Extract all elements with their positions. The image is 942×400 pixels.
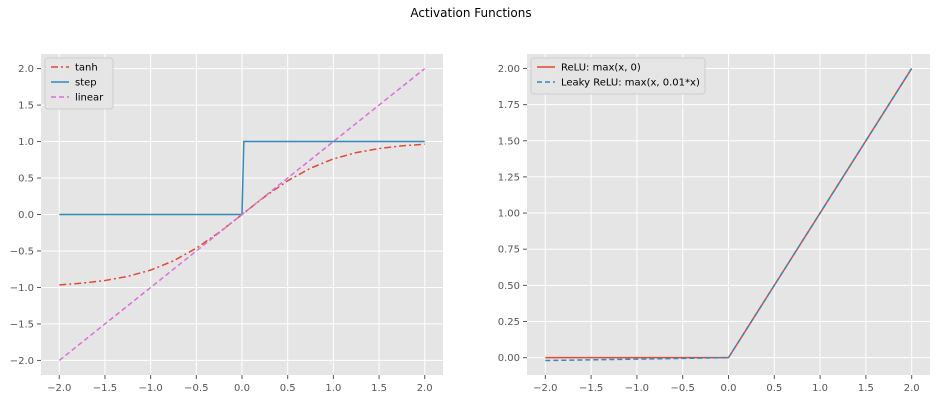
figure-title: Activation Functions [410, 6, 531, 20]
x-tick-label: −2.0 [533, 383, 557, 394]
y-tick-label: 1.00 [498, 209, 520, 220]
x-tick-label: 1.0 [812, 383, 828, 394]
y-tick-label: 0.00 [498, 353, 520, 364]
y-tick-label: 1.50 [498, 136, 520, 147]
y-tick-label: 0.75 [498, 245, 520, 256]
x-tick-label: 1.5 [371, 383, 387, 394]
x-tick-label: 1.5 [858, 383, 874, 394]
legend-label: Leaky ReLU: max(x, 0.01*x) [561, 78, 700, 89]
x-tick-label: 0.0 [721, 383, 737, 394]
y-tick-label: −1.0 [10, 283, 34, 294]
x-tick-label: 2.0 [417, 383, 433, 394]
legend-label: linear [75, 93, 104, 104]
y-tick-label: −2.0 [10, 356, 34, 367]
plot-left: −2.0 −1.5 −1.0 −0.5 0.0 0.5 1.0 1.5 2.0 −2.0 −1.5 −… [10, 54, 443, 394]
x-tick-label: 1.0 [325, 383, 341, 394]
y-tick-label: 0.25 [498, 317, 520, 328]
series-line-linear [58, 68, 426, 361]
series-line-leaky-relu-max-x-0-01-x [545, 68, 913, 362]
legend-label: tanh [75, 63, 98, 74]
y-tick-label: 1.25 [498, 172, 520, 183]
y-tick-label: −1.5 [10, 319, 34, 330]
y-tick-label: 1.75 [498, 100, 520, 111]
x-tick-label: 0.5 [766, 383, 782, 394]
plot-right: −2.0 −1.5 −1.0 −0.5 0.0 0.5 1.0 1.5 2.0 0.00 0.25 0… [498, 54, 930, 394]
y-tick-label: −0.5 [10, 246, 34, 257]
x-tick-label: −1.5 [579, 383, 603, 394]
x-tick-label: −0.5 [671, 383, 695, 394]
x-tick-label: −1.5 [93, 383, 117, 394]
series-line-step [59, 140, 425, 216]
x-tick-label: 0.0 [234, 383, 250, 394]
legend-box [530, 57, 706, 95]
y-tick-label: 0.0 [18, 210, 34, 221]
y-tick-label: 2.0 [18, 64, 34, 75]
x-tick-label: −0.5 [184, 383, 208, 394]
x-tick-label: −2.0 [47, 383, 71, 394]
legend-label: ReLU: max(x, 0) [561, 63, 641, 74]
y-tick-label: 1.5 [18, 101, 34, 112]
x-tick-label: 2.0 [904, 383, 920, 394]
x-tick-label: −1.0 [625, 383, 649, 394]
y-tick-label: 0.5 [18, 174, 34, 185]
x-tick-label: 0.5 [280, 383, 296, 394]
y-tick-label: 2.00 [498, 64, 520, 75]
y-tick-label: 1.0 [18, 137, 34, 148]
x-tick-label: −1.0 [138, 383, 162, 394]
y-tick-label: 0.50 [498, 281, 520, 292]
legend-label: step [75, 78, 97, 89]
